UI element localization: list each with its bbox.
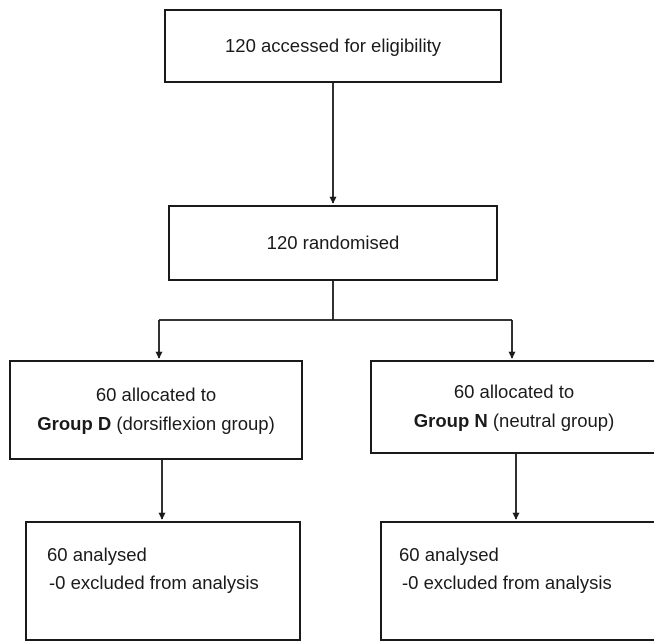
group-d-label-line: Group D (dorsiflexion group) <box>37 410 275 439</box>
group-d-analysed-text: 60 analysed <box>47 544 147 565</box>
group-d-analysis-box: 60 analysed -0 excluded from analysis <box>25 521 301 641</box>
randomised-text: 120 randomised <box>266 231 400 253</box>
group-d-name: Group D <box>37 413 112 434</box>
group-d-allocation-box: 60 allocated to Group D (dorsiflexion gr… <box>9 360 303 460</box>
eligibility-text: 120 accessed for eligibility <box>225 34 441 56</box>
group-n-analysis-box: 60 analysed -0 excluded from analysis <box>380 521 654 641</box>
connector-layer <box>155 83 520 520</box>
group-d-description: (dorsiflexion group) <box>111 413 275 434</box>
group-n-excluded-text: -0 excluded from analysis <box>402 571 612 593</box>
group-n-analysed-text: 60 analysed <box>399 544 499 565</box>
eligibility-box: 120 accessed for eligibility <box>164 9 502 83</box>
group-d-excluded-text: -0 excluded from analysis <box>49 571 259 593</box>
group-n-allocated-text: 60 allocated to <box>453 381 575 403</box>
group-n-description: (neutral group) <box>487 410 615 431</box>
randomised-box: 120 randomised <box>168 205 498 281</box>
group-n-label-line: Group N (neutral group) <box>414 407 614 436</box>
group-d-allocated-text: 60 allocated to <box>95 384 217 406</box>
group-n-name: Group N <box>413 410 488 431</box>
group-n-allocation-box: 60 allocated to Group N (neutral group) <box>370 360 654 454</box>
